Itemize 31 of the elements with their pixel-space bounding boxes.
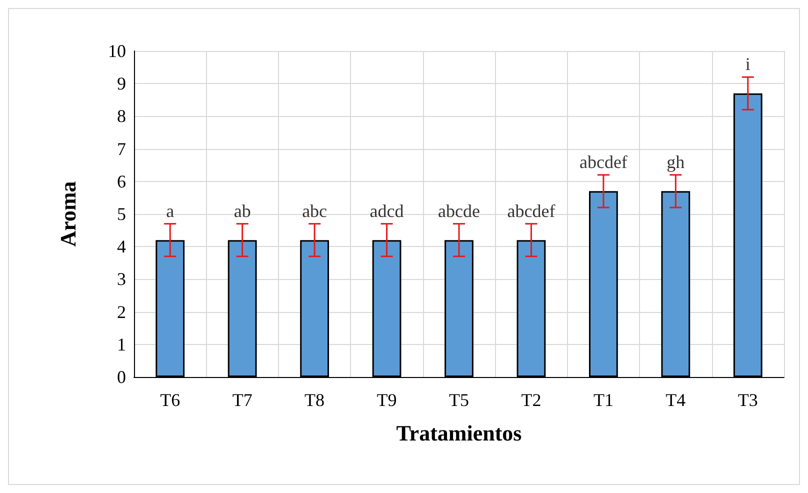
annotation: abc — [302, 200, 328, 221]
x-tick-label: T1 — [593, 390, 614, 410]
x-tick-label: T2 — [521, 390, 542, 410]
y-tick-label: 6 — [117, 171, 126, 192]
y-tick-label: 7 — [117, 138, 126, 159]
x-tick-label: T3 — [738, 390, 758, 410]
y-tick-label: 4 — [117, 236, 126, 257]
y-tick-label: 5 — [117, 204, 126, 224]
annotation: abcdef — [579, 152, 628, 172]
annotation: i — [745, 54, 750, 74]
y-tick-label: 9 — [117, 74, 126, 94]
x-tick-label: T9 — [376, 390, 397, 410]
x-tick-label: T5 — [449, 390, 469, 410]
annotation: abcdef — [507, 200, 556, 221]
x-tick-label: T6 — [160, 390, 180, 410]
y-tick-label: 2 — [117, 302, 126, 322]
annotation: gh — [666, 152, 685, 172]
y-tick-label: 1 — [117, 334, 126, 354]
annotation: a — [166, 200, 174, 221]
x-tick-label: T7 — [232, 390, 252, 410]
annotation: abcde — [438, 200, 480, 221]
x-tick-label: T8 — [304, 390, 325, 410]
y-tick-label: 3 — [117, 269, 126, 290]
y-axis-title: Aroma — [56, 181, 80, 247]
annotation: ab — [234, 200, 251, 221]
x-axis-title: Tratamientos — [396, 420, 522, 446]
y-tick-label: 8 — [117, 106, 126, 126]
y-tick-label: 0 — [117, 367, 126, 387]
x-tick-label: T4 — [666, 390, 686, 410]
y-tick-label: 10 — [108, 41, 126, 61]
annotation: adcd — [370, 200, 404, 221]
